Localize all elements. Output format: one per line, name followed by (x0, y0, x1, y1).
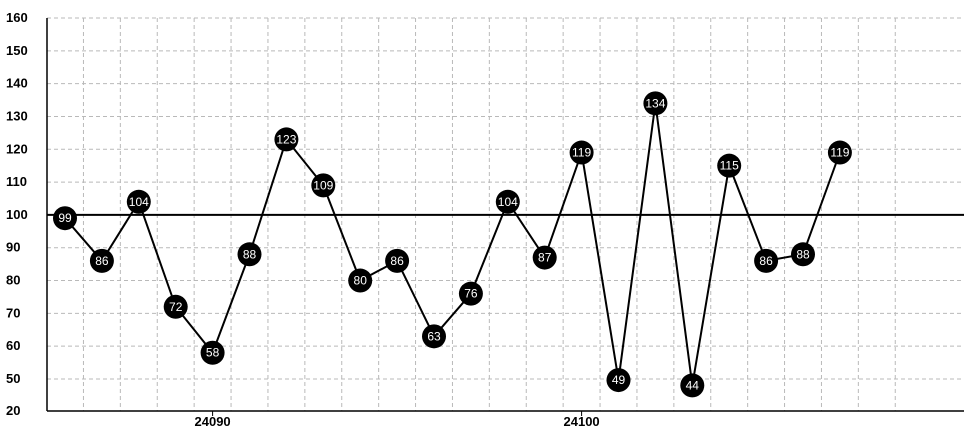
y-tick-label: 130 (6, 108, 28, 123)
data-label: 72 (169, 300, 183, 314)
y-tick-label: 160 (6, 10, 28, 25)
data-point (274, 127, 299, 152)
y-tick-label: 150 (6, 43, 28, 58)
data-label: 58 (206, 346, 220, 360)
data-point (791, 242, 815, 267)
data-label: 86 (759, 254, 773, 268)
x-tick-label: 24090 (195, 414, 231, 427)
y-tick-label: 110 (6, 174, 27, 189)
data-label: 119 (830, 146, 849, 160)
data-point (311, 173, 336, 198)
data-point (606, 368, 631, 393)
data-point (569, 140, 594, 165)
data-label: 76 (464, 287, 478, 301)
data-label: 88 (243, 247, 257, 261)
data-point (643, 91, 668, 116)
series-line (64, 103, 841, 386)
data-label: 119 (572, 146, 591, 160)
data-label: 80 (354, 274, 368, 288)
y-tick-label: 60 (6, 338, 20, 353)
data-label: 86 (390, 254, 404, 268)
data-point (495, 189, 520, 214)
data-label: 63 (427, 329, 441, 343)
y-tick-label: 90 (6, 240, 20, 255)
data-label: 134 (645, 96, 665, 110)
data-point (680, 373, 705, 398)
data-point (89, 248, 114, 273)
data-label: 99 (58, 211, 72, 225)
data-point (827, 140, 852, 165)
data-label: 109 (313, 178, 333, 192)
data-point (532, 245, 557, 270)
y-tick-label: 100 (6, 207, 28, 222)
y-tick-label: 20 (6, 403, 20, 418)
data-point (163, 294, 188, 319)
data-label: 86 (95, 254, 109, 268)
data-point (53, 206, 77, 231)
data-point (754, 248, 779, 273)
data-label: 49 (612, 373, 626, 387)
x-tick-label: 24100 (564, 414, 600, 427)
data-label: 115 (720, 159, 739, 173)
data-point (458, 281, 483, 306)
y-tick-label: 140 (6, 76, 28, 91)
y-tick-label: 50 (6, 371, 20, 386)
data-point (126, 189, 151, 214)
data-label: 104 (129, 195, 149, 209)
y-tick-label: 70 (6, 305, 20, 320)
data-label: 123 (276, 132, 296, 146)
data-label: 44 (686, 378, 700, 392)
data-point (237, 242, 262, 267)
data-label: 104 (498, 195, 518, 209)
data-point (348, 268, 373, 293)
data-point (385, 248, 410, 273)
data-label: 88 (796, 247, 810, 261)
data-point (200, 340, 225, 365)
data-point (717, 153, 742, 178)
y-tick-label: 80 (6, 273, 20, 288)
data-point (422, 324, 446, 349)
y-tick-label: 120 (6, 141, 28, 156)
data-label: 87 (538, 251, 552, 265)
